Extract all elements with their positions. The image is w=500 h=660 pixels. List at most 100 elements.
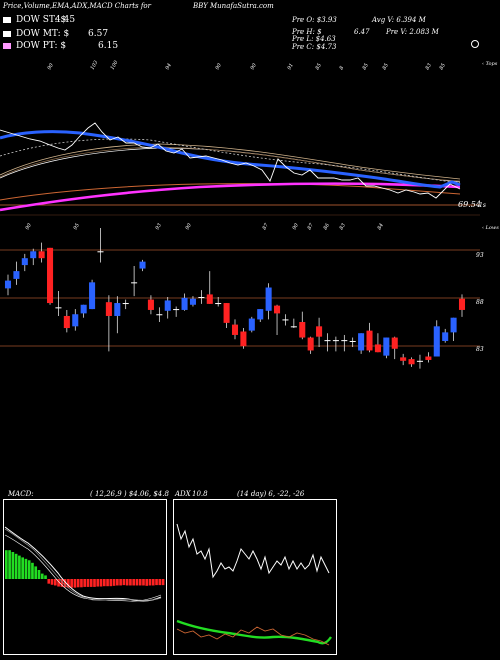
macd-histogram-bar xyxy=(53,579,57,586)
macd-signal-line xyxy=(4,534,162,602)
ema-panel-top-labels: 90 103 100 94 90 90 91 85 8 85 85 83 85 xyxy=(47,60,447,71)
quote-open: Pre O: $3.93 xyxy=(292,16,337,24)
adx-frame xyxy=(173,499,337,655)
candle-body xyxy=(80,304,87,314)
adx-values: (14 day) 6, -22, -26 xyxy=(237,490,305,498)
candle-body xyxy=(341,340,348,342)
candle-body xyxy=(316,326,323,337)
macd-histogram-bar xyxy=(83,579,87,587)
dow-mt-label: DOW MT: $ xyxy=(16,29,70,39)
macd-histogram-bar xyxy=(148,579,152,586)
candle-top-label: 93 xyxy=(155,222,163,231)
ema-top-label: 91 xyxy=(287,62,295,71)
ema-panel-price-label: 69.54 xyxy=(458,200,481,209)
macd-line-gray xyxy=(4,528,162,601)
ema-top-label: 85 xyxy=(382,62,390,71)
macd-histogram-bar xyxy=(44,575,47,579)
macd-histogram-bar xyxy=(99,579,103,587)
macd-histogram-bar xyxy=(125,579,129,586)
macd-histogram-bar xyxy=(40,573,44,579)
macd-histogram-bar xyxy=(129,579,132,586)
candle-body xyxy=(105,302,112,316)
macd-histogram-bar xyxy=(161,579,165,586)
candle-body xyxy=(332,340,339,342)
candle-top-label: 87 xyxy=(262,222,271,231)
quote-low: Pre L: $4.63 xyxy=(292,35,336,43)
quote-high-value: 6.47 xyxy=(354,28,370,36)
candle-top-label: 95 xyxy=(73,222,81,231)
macd-values: ( 12,26,9 ) $4.06, $4.8 xyxy=(90,490,169,498)
macd-histogram-bar xyxy=(132,579,136,586)
candle-body xyxy=(164,300,171,311)
candle-body xyxy=(231,324,239,335)
price-close-line xyxy=(0,122,461,199)
ema-top-label: 90 xyxy=(250,62,259,71)
candle-body xyxy=(72,314,79,327)
candle-body xyxy=(450,317,457,333)
macd-histogram-bar xyxy=(96,579,100,587)
chart-header-left: Price,Volume,EMA,ADX,MACD Charts for xyxy=(3,2,151,10)
price-tick-88: 88 xyxy=(476,299,484,306)
quote-high: Pre H: $ xyxy=(292,28,322,36)
candle-body xyxy=(181,297,188,310)
adx-panel xyxy=(173,499,337,655)
candle-body xyxy=(248,318,255,331)
macd-histogram-bar xyxy=(50,579,54,585)
candle-top-label: 87 xyxy=(307,222,316,231)
ema-top-label: 90 xyxy=(215,62,224,71)
candle-body xyxy=(21,258,28,266)
candle-body xyxy=(55,307,62,309)
candle-body xyxy=(400,357,407,361)
candle-body xyxy=(442,332,449,341)
price-tick-93: 93 xyxy=(476,252,484,259)
macd-histogram-bar xyxy=(80,579,83,588)
macd-histogram-bar xyxy=(24,558,28,579)
dow-pt-row: DOW PT: $ 6.15 xyxy=(3,41,163,52)
quote-volume: Pre V: 2.083 M xyxy=(386,28,439,36)
macd-panel xyxy=(3,499,167,655)
dow-st-label: DOW ST: $ xyxy=(16,15,67,25)
candle-body xyxy=(173,309,180,311)
macd-histogram-bar xyxy=(158,579,162,586)
dow-pt-label: DOW PT: $ xyxy=(16,41,67,51)
macd-histogram-bar xyxy=(145,579,149,586)
candle-body xyxy=(425,356,432,360)
macd-histogram-bar xyxy=(63,579,67,588)
quote-close: Pre C: $4.73 xyxy=(292,43,337,51)
macd-histogram-bar xyxy=(76,579,80,588)
candle-body xyxy=(4,280,12,289)
ema-panel: 90 103 100 94 90 90 91 85 8 85 85 83 85 69.54 1s ‹ T… xyxy=(0,60,498,216)
candle-panel: 90 95 93 90 87 90 87 86 83 84 93 88 83 ‹ Lows xyxy=(0,222,499,369)
quote-avg-volume: Avg V: 6.394 M xyxy=(372,16,426,24)
candle-body xyxy=(114,303,121,316)
candle-body xyxy=(274,305,281,314)
macd-frame xyxy=(3,499,167,655)
candle-body xyxy=(13,271,20,279)
price-tick-83: 83 xyxy=(476,346,484,353)
ema-top-label: 85 xyxy=(362,62,370,71)
ema-top-label: 85 xyxy=(439,62,447,71)
candle-panel-top-labels: 90 95 93 90 87 90 87 86 83 84 xyxy=(25,222,385,231)
ema-dotted-line xyxy=(0,138,461,184)
dow-st-value: 4.45 xyxy=(55,15,76,25)
candle-top-label: 90 xyxy=(292,222,301,231)
dow-pt-swatch xyxy=(3,42,11,49)
macd-histogram-bar xyxy=(34,566,38,579)
candle-body xyxy=(416,360,423,362)
candle-body xyxy=(223,303,230,323)
candle-body xyxy=(282,319,289,321)
candle-body xyxy=(408,359,415,365)
candle-body xyxy=(307,337,314,351)
macd-histogram-bar xyxy=(109,579,113,587)
dow-mt-value: 6.57 xyxy=(88,29,109,39)
dow-st-row: DOW ST: $ 4.45 xyxy=(3,15,163,26)
adx-title: ADX xyxy=(175,490,191,498)
ema-50b-line xyxy=(0,146,461,182)
candle-body xyxy=(458,298,466,310)
macd-histogram-bar xyxy=(102,579,106,587)
dow-pt-value: 6.15 xyxy=(98,41,119,51)
ema-long-magenta-line xyxy=(0,182,461,212)
ema-top-label: 94 xyxy=(165,62,173,71)
candle-body xyxy=(206,294,213,304)
ema-50-line xyxy=(0,143,461,180)
